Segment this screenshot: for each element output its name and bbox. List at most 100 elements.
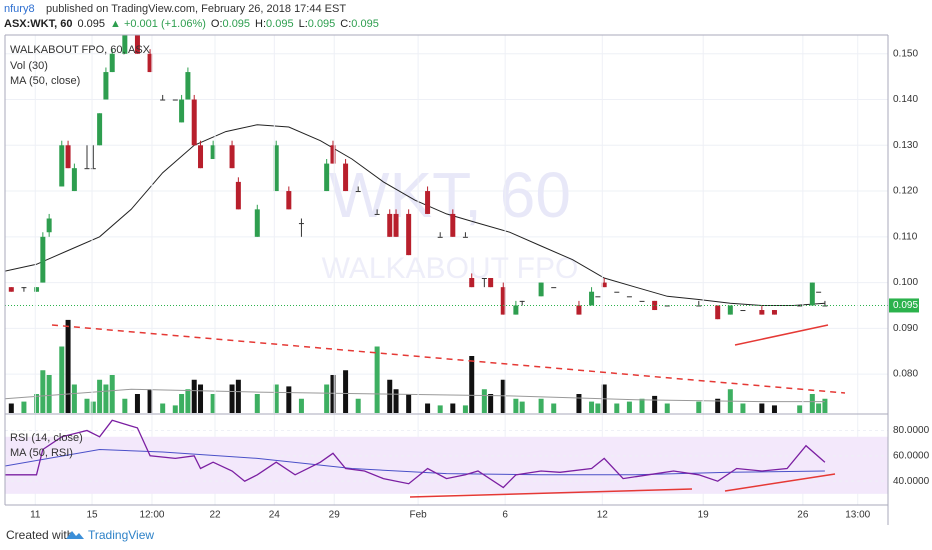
volume-bar <box>513 398 519 413</box>
volume-bar <box>576 394 582 413</box>
candle-body <box>21 287 27 289</box>
trend-line <box>409 488 693 498</box>
candle-body <box>538 282 544 297</box>
volume-bar <box>469 356 475 413</box>
rsi-ma-line <box>5 448 825 476</box>
y-tick-label: 0.120 <box>893 186 918 197</box>
candle-body <box>90 168 96 170</box>
volume-bar <box>254 394 260 413</box>
y-tick-label: 0.150 <box>893 48 918 59</box>
volume-bar <box>286 386 292 413</box>
volume-bar <box>437 405 443 413</box>
brand-logo <box>66 531 84 539</box>
volume-bar <box>519 401 525 413</box>
candle-body <box>65 145 71 169</box>
volume-bar <box>664 403 670 413</box>
volume-bar <box>614 403 620 413</box>
candle-body <box>298 223 304 225</box>
candle-body <box>469 278 475 288</box>
x-tick-label: Feb <box>410 510 428 521</box>
volume-bar <box>387 379 393 413</box>
candle-body <box>450 213 456 237</box>
candle-body <box>437 236 443 238</box>
x-tick-label: 12 <box>597 510 609 521</box>
candle-body <box>387 213 393 237</box>
volume-bar <box>160 403 166 413</box>
volume-bar <box>330 375 336 413</box>
candle-body <box>513 305 519 315</box>
candle-body <box>343 163 349 192</box>
volume-bar <box>324 384 330 413</box>
candle-body <box>393 213 399 237</box>
published-line: published on TradingView.com, February 2… <box>46 3 346 15</box>
quote-item: 0.095 <box>223 18 251 30</box>
volume-bar <box>343 370 349 413</box>
quote-item: H: <box>255 18 266 30</box>
volume-bar <box>374 346 380 413</box>
candle-body <box>59 145 65 187</box>
quote-item: ASX:WKT, 60 <box>4 18 72 30</box>
candle-body <box>134 35 140 54</box>
volume-bar <box>59 346 65 413</box>
candle-body <box>576 305 582 315</box>
volume-bar <box>71 384 77 413</box>
y-tick-label: 60.0000 <box>893 450 930 461</box>
quote-item: 0.095 <box>77 18 105 30</box>
quote-item: ▲ +0.001 (+1.06%) <box>110 18 206 30</box>
quote-item: 0.095 <box>308 18 336 30</box>
volume-bar <box>488 394 494 413</box>
x-tick-label: 19 <box>698 510 710 521</box>
volume-bar <box>639 398 645 413</box>
volume-bar <box>103 384 109 413</box>
volume-bar <box>797 405 803 413</box>
volume-bar <box>210 394 216 413</box>
moving-average-line <box>5 124 825 306</box>
volume-bar <box>771 405 777 413</box>
candle-body <box>601 282 607 288</box>
volume-bar <box>538 398 544 413</box>
volume-bar <box>198 384 204 413</box>
y-tick-label: 0.140 <box>893 94 918 105</box>
rsi-band <box>5 436 888 494</box>
volume-bar <box>21 401 27 413</box>
candle-body <box>324 163 330 192</box>
volume-bar <box>179 394 185 413</box>
candle-body <box>462 236 468 238</box>
volume-bar <box>462 405 468 413</box>
volume-bar <box>191 379 197 413</box>
volume-bar <box>65 319 71 413</box>
x-tick-label: 11 <box>30 510 41 521</box>
trend-line <box>51 324 846 394</box>
candle-body <box>816 291 822 293</box>
x-tick-label: 15 <box>86 510 98 521</box>
volume-bar <box>172 405 178 413</box>
trend-line <box>734 324 829 346</box>
y-tick-label: 0.080 <box>893 369 918 380</box>
candle-body <box>406 213 412 256</box>
candle-body <box>97 113 103 146</box>
volume-bar <box>84 398 90 413</box>
volume-bar <box>759 403 765 413</box>
volume-bar <box>500 379 506 413</box>
brand-name[interactable]: TradingView <box>88 528 154 542</box>
volume-bar <box>90 401 96 413</box>
volume-bar <box>235 379 241 413</box>
panes: WKT, 60 WALKABOUT FPO 11 15 12:00 22 24 29 Feb 6 1… <box>5 35 930 521</box>
volume-bar <box>450 403 456 413</box>
candle-body <box>46 218 52 233</box>
pane-title: WALKABOUT FPO, 60, ASX <box>10 44 151 56</box>
watermark-subtitle: WALKABOUT FPO <box>322 252 579 285</box>
quote-item: L: <box>299 18 308 30</box>
volume-bar <box>97 379 103 413</box>
candle-body <box>355 191 361 193</box>
candle-body <box>71 168 77 192</box>
candle-body <box>34 287 40 292</box>
x-tick-label: 6 <box>502 510 508 521</box>
volume-bar <box>652 395 658 413</box>
created-with: Created with <box>6 528 73 542</box>
quote-item: 0.095 <box>266 18 294 30</box>
candle-body <box>273 145 279 192</box>
user-name[interactable]: nfury8 <box>4 3 35 15</box>
x-tick-label: 12:00 <box>139 510 164 521</box>
